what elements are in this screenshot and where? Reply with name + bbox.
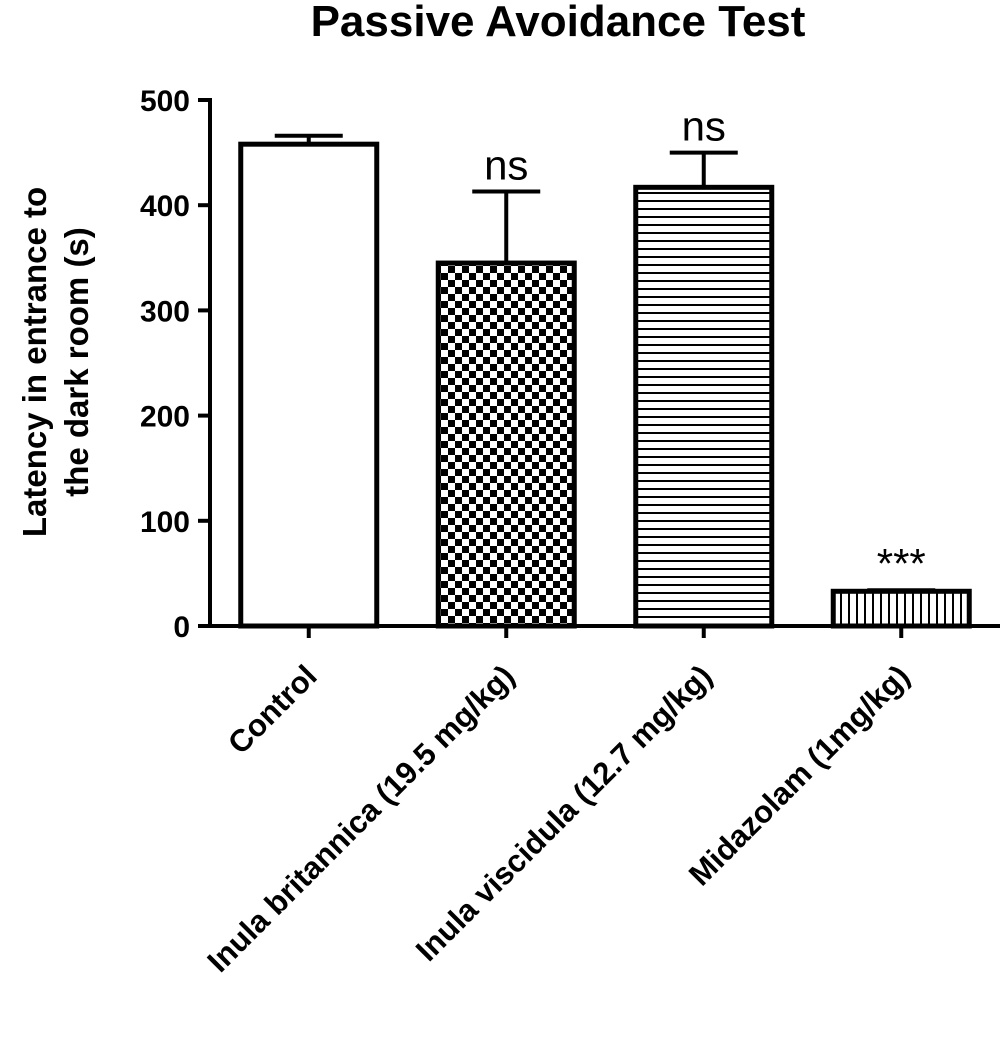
significance-label: ns — [484, 142, 528, 189]
y-tick-label: 500 — [140, 85, 190, 118]
y-tick-label: 300 — [140, 295, 190, 328]
y-tick-label: 100 — [140, 506, 190, 539]
y-axis-label-line-1: Latency in entrance to — [16, 187, 53, 537]
x-tick-label: Midazolam (1mg/kg) — [682, 658, 916, 892]
y-axis-label-line-2: the dark room (s) — [58, 227, 95, 497]
significance-label: *** — [877, 540, 926, 587]
bar — [238, 141, 380, 629]
bar — [830, 588, 972, 629]
x-tick-label: Inula britannica (19.5 mg/kg) — [200, 658, 521, 979]
y-tick-label: 400 — [140, 190, 190, 223]
y-tick-label: 200 — [140, 401, 190, 434]
significance-label: ns — [682, 103, 726, 150]
bar — [435, 260, 577, 629]
bar — [633, 184, 775, 629]
y-tick-label: 0 — [173, 611, 190, 644]
x-tick-label: Control — [221, 658, 324, 761]
chart-title: Passive Avoidance Test — [311, 0, 806, 46]
